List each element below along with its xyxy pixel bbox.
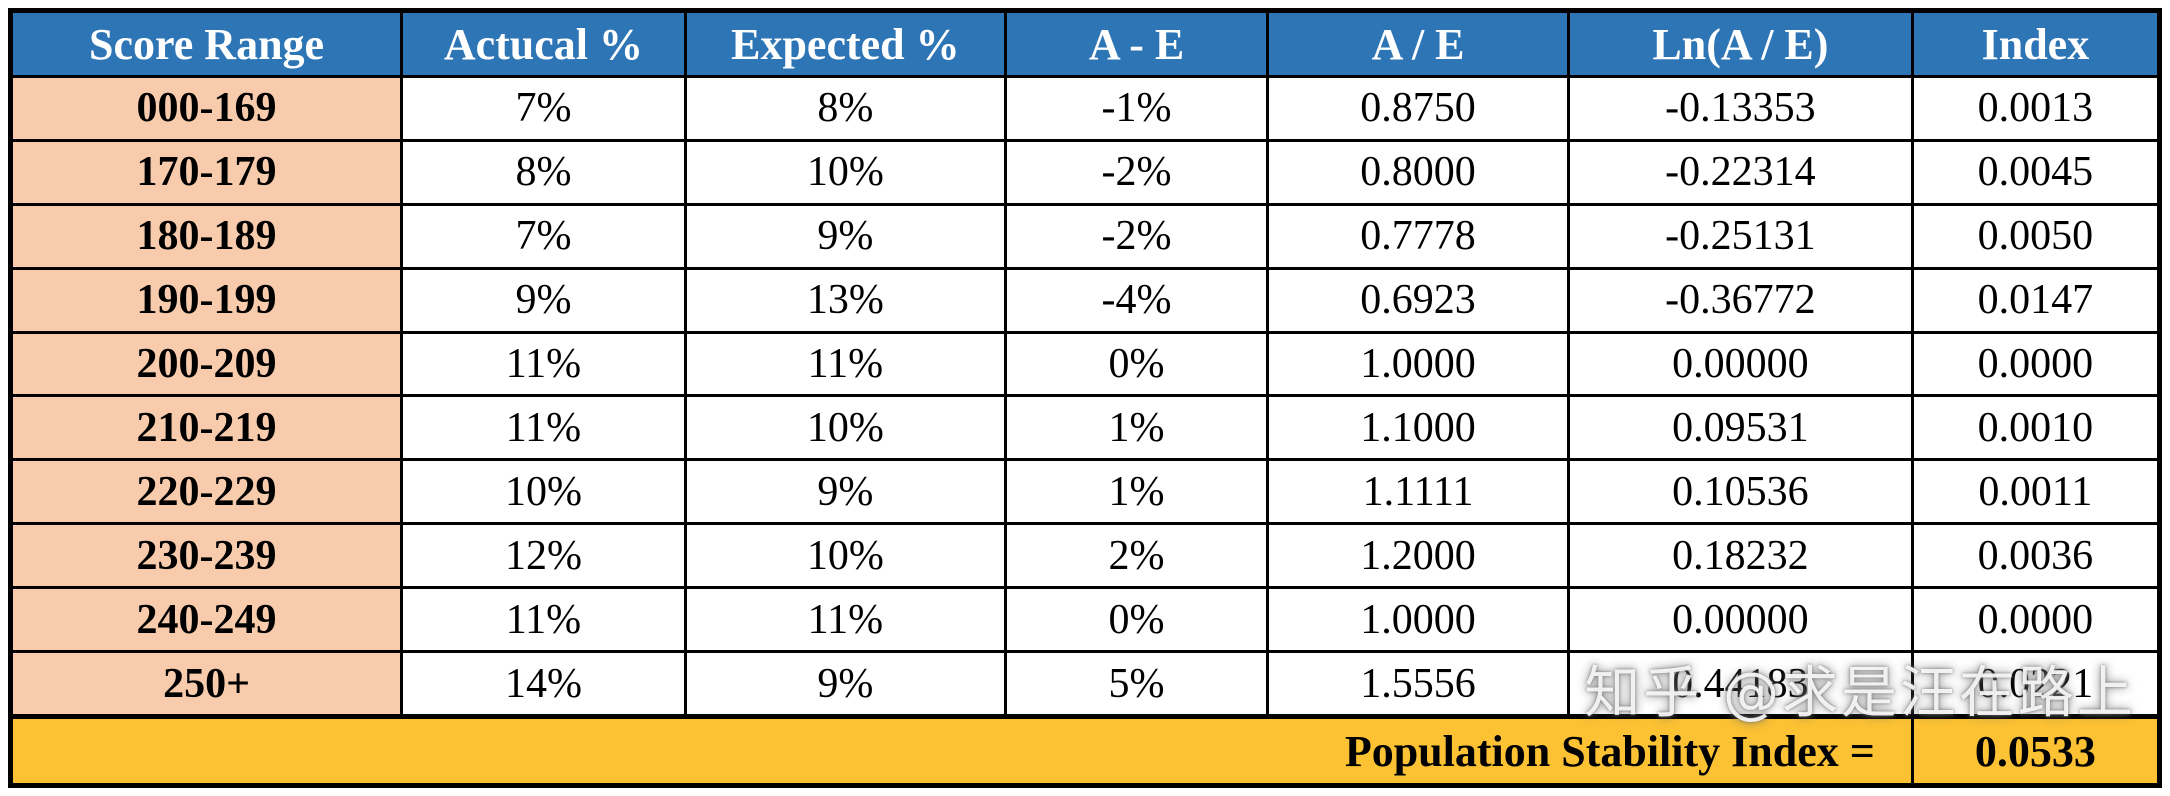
cell-a-minus-e: 0%: [1003, 330, 1270, 398]
table-header: Score Range Actucal % Expected % A - E A…: [8, 9, 2162, 78]
cell-expected: 9%: [683, 202, 1007, 270]
cell-actual: 8%: [400, 138, 687, 206]
footer-row: Population Stability Index = 0.0533: [9, 714, 2162, 787]
cell-index: 0.0045: [1910, 138, 2162, 206]
cell-ln: -0.25131: [1566, 202, 1914, 270]
cell-actual: 10%: [400, 458, 687, 526]
row-label: 240-249: [8, 586, 404, 654]
column-header-a-minus-e: A - E: [1003, 9, 1270, 78]
psi-total-value: 0.0533: [1910, 714, 2162, 787]
cell-a-minus-e: 0%: [1003, 586, 1270, 654]
cell-actual: 9%: [400, 266, 687, 334]
cell-ln: -0.13353: [1566, 75, 1914, 142]
cell-index: 0.0011: [1910, 458, 2162, 526]
row-label: 220-229: [8, 458, 404, 526]
cell-ln: 0.00000: [1566, 330, 1914, 398]
cell-actual: 11%: [400, 394, 687, 462]
cell-ln: 0.00000: [1566, 586, 1914, 654]
cell-ln: 0.18232: [1566, 522, 1914, 590]
row-label: 230-239: [8, 522, 404, 590]
column-header-expected-pct: Expected %: [683, 9, 1007, 78]
cell-actual: 14%: [400, 650, 687, 718]
table-row: 190-199 9% 13% -4% 0.6923 -0.36772 0.014…: [8, 266, 2162, 334]
cell-index: 0.0221: [1910, 650, 2162, 718]
cell-expected: 10%: [683, 522, 1007, 590]
cell-index: 0.0000: [1910, 330, 2162, 398]
table-row: 250+ 14% 9% 5% 1.5556 0.44183 0.0221: [8, 650, 2162, 718]
cell-a-over-e: 1.5556: [1266, 650, 1570, 718]
cell-a-minus-e: -1%: [1003, 75, 1270, 142]
cell-expected: 11%: [683, 586, 1007, 654]
table-row: 240-249 11% 11% 0% 1.0000 0.00000 0.0000: [8, 586, 2162, 654]
cell-index: 0.0050: [1910, 202, 2162, 270]
cell-ln: 0.09531: [1566, 394, 1914, 462]
cell-expected: 13%: [683, 266, 1007, 334]
cell-a-over-e: 1.1000: [1266, 394, 1570, 462]
cell-expected: 9%: [683, 650, 1007, 718]
cell-expected: 10%: [683, 138, 1007, 206]
table-row: 230-239 12% 10% 2% 1.2000 0.18232 0.0036: [8, 522, 2162, 590]
row-label: 210-219: [8, 394, 404, 462]
row-label: 180-189: [8, 202, 404, 270]
cell-actual: 7%: [400, 202, 687, 270]
table-row: 210-219 11% 10% 1% 1.1000 0.09531 0.0010: [8, 394, 2162, 462]
column-header-actual-pct: Actucal %: [400, 9, 687, 78]
column-header-score-range: Score Range: [8, 9, 404, 78]
row-label: 250+: [8, 650, 404, 718]
psi-table: Score Range Actucal % Expected % A - E A…: [8, 8, 2162, 788]
cell-index: 0.0000: [1910, 586, 2162, 654]
cell-ln: 0.10536: [1566, 458, 1914, 526]
cell-ln: -0.36772: [1566, 266, 1914, 334]
row-label: 200-209: [8, 330, 404, 398]
cell-a-over-e: 0.8000: [1266, 138, 1570, 206]
cell-a-minus-e: 5%: [1003, 650, 1270, 718]
cell-expected: 8%: [683, 75, 1007, 142]
cell-a-minus-e: -4%: [1003, 266, 1270, 334]
cell-a-minus-e: 2%: [1003, 522, 1270, 590]
cell-a-minus-e: 1%: [1003, 394, 1270, 462]
cell-a-over-e: 1.0000: [1266, 586, 1570, 654]
column-header-index: Index: [1910, 9, 2162, 78]
row-label: 190-199: [8, 266, 404, 334]
cell-index: 0.0013: [1910, 75, 2162, 142]
table-body: 000-169 7% 8% -1% 0.8750 -0.13353 0.0013…: [8, 75, 2162, 718]
cell-expected: 10%: [683, 394, 1007, 462]
cell-a-over-e: 1.1111: [1266, 458, 1570, 526]
cell-expected: 11%: [683, 330, 1007, 398]
table-row: 000-169 7% 8% -1% 0.8750 -0.13353 0.0013: [8, 75, 2162, 142]
psi-total-label: Population Stability Index =: [9, 714, 1914, 787]
cell-index: 0.0010: [1910, 394, 2162, 462]
table-row: 180-189 7% 9% -2% 0.7778 -0.25131 0.0050: [8, 202, 2162, 270]
cell-a-over-e: 0.7778: [1266, 202, 1570, 270]
cell-a-minus-e: -2%: [1003, 202, 1270, 270]
cell-index: 0.0147: [1910, 266, 2162, 334]
cell-a-minus-e: -2%: [1003, 138, 1270, 206]
cell-ln: -0.22314: [1566, 138, 1914, 206]
cell-a-over-e: 0.6923: [1266, 266, 1570, 334]
cell-actual: 11%: [400, 330, 687, 398]
cell-expected: 9%: [683, 458, 1007, 526]
cell-actual: 7%: [400, 75, 687, 142]
cell-a-over-e: 1.2000: [1266, 522, 1570, 590]
column-header-ln-a-over-e: Ln(A / E): [1566, 9, 1914, 78]
table-row: 220-229 10% 9% 1% 1.1111 0.10536 0.0011: [8, 458, 2162, 526]
row-label: 000-169: [8, 75, 404, 142]
row-label: 170-179: [8, 138, 404, 206]
cell-a-over-e: 0.8750: [1266, 75, 1570, 142]
table-row: 200-209 11% 11% 0% 1.0000 0.00000 0.0000: [8, 330, 2162, 398]
cell-actual: 12%: [400, 522, 687, 590]
header-row: Score Range Actucal % Expected % A - E A…: [8, 9, 2162, 78]
table-row: 170-179 8% 10% -2% 0.8000 -0.22314 0.004…: [8, 138, 2162, 206]
cell-a-over-e: 1.0000: [1266, 330, 1570, 398]
cell-actual: 11%: [400, 586, 687, 654]
table-footer: Population Stability Index = 0.0533: [9, 714, 2162, 787]
cell-index: 0.0036: [1910, 522, 2162, 590]
cell-a-minus-e: 1%: [1003, 458, 1270, 526]
column-header-a-over-e: A / E: [1266, 9, 1570, 78]
cell-ln: 0.44183: [1566, 650, 1914, 718]
